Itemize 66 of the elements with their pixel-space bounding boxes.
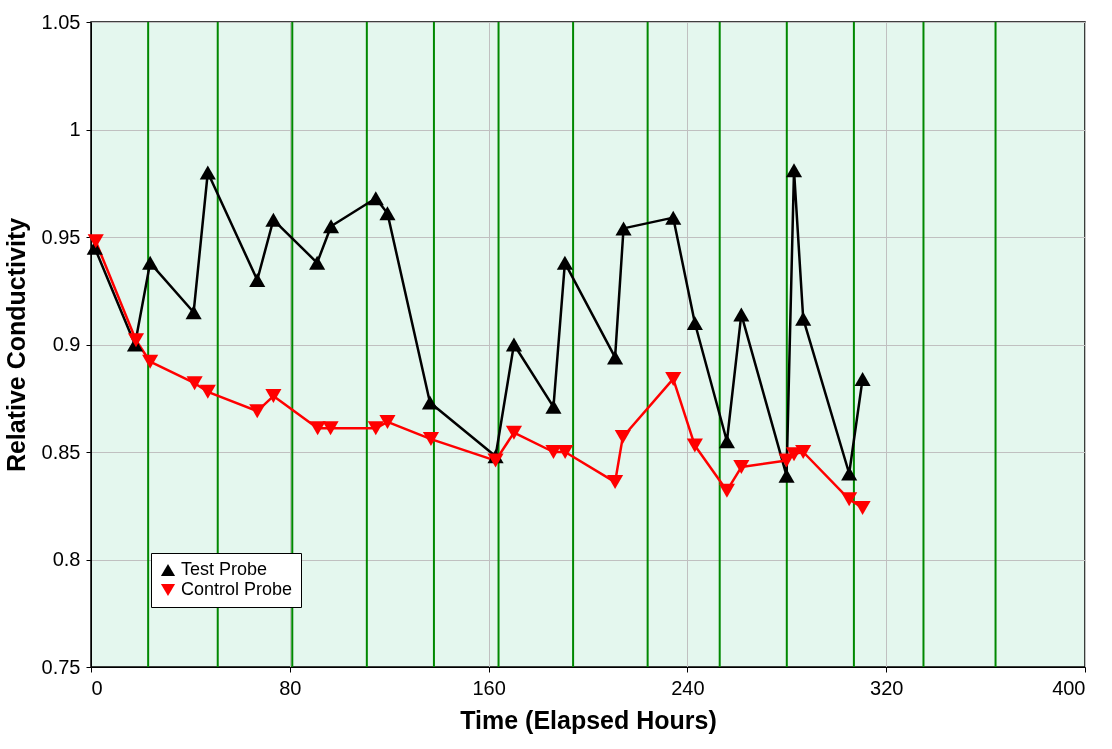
point <box>785 163 803 178</box>
point <box>379 414 396 429</box>
point <box>841 466 858 481</box>
point <box>718 483 735 498</box>
y-tick-label: 0.9 <box>52 333 81 355</box>
point <box>686 438 703 453</box>
point <box>854 500 871 515</box>
legend-label: Test Probe <box>181 559 268 579</box>
point <box>556 255 573 270</box>
point <box>265 212 282 227</box>
point <box>367 191 384 206</box>
point <box>185 305 202 320</box>
point <box>249 404 266 419</box>
legend-label: Control Probe <box>181 579 293 599</box>
x-tick-label: 320 <box>870 676 904 699</box>
point <box>186 376 203 391</box>
point <box>545 399 562 414</box>
point <box>615 221 632 236</box>
point <box>607 350 624 365</box>
point <box>379 206 396 221</box>
point <box>142 255 159 270</box>
y-tick-label: 0.95 <box>41 225 81 248</box>
point <box>854 371 871 386</box>
x-tick-label: 400 <box>1052 676 1086 699</box>
point <box>367 421 384 436</box>
point <box>142 354 159 369</box>
point <box>545 445 562 459</box>
x-axis-title: Time (Elapsed Hours) <box>460 705 717 734</box>
point <box>127 333 145 348</box>
point <box>686 316 703 330</box>
point <box>422 432 440 447</box>
point <box>309 421 326 436</box>
point <box>795 445 812 459</box>
point <box>487 453 504 468</box>
y-tick-label: 0.75 <box>41 655 81 678</box>
y-tick-label: 1 <box>69 118 81 140</box>
point <box>841 492 858 507</box>
x-tick-label: 160 <box>472 676 506 699</box>
point <box>778 468 795 483</box>
point <box>265 389 282 404</box>
point <box>607 475 624 490</box>
point <box>557 445 574 459</box>
point <box>87 234 104 249</box>
point <box>199 165 216 180</box>
point <box>795 311 812 326</box>
point <box>733 307 750 322</box>
point <box>309 255 326 270</box>
point <box>718 434 735 449</box>
y-tick-label: 0.85 <box>41 440 81 463</box>
point <box>249 273 266 287</box>
y-axis-title: Relative Conductivity <box>1 217 30 473</box>
x-tick-label: 80 <box>279 676 302 699</box>
x-tick-label: 0 <box>91 676 103 699</box>
y-tick-label: 1.05 <box>41 10 81 33</box>
y-tick-label: 0.8 <box>52 548 81 570</box>
point <box>733 460 750 475</box>
point <box>421 395 439 410</box>
point <box>199 384 216 399</box>
point <box>665 371 682 386</box>
point <box>322 421 339 436</box>
x-tick-label: 240 <box>671 676 705 699</box>
point <box>614 429 631 444</box>
point <box>665 210 682 225</box>
point <box>505 337 523 352</box>
point <box>322 219 340 234</box>
point <box>505 425 523 440</box>
